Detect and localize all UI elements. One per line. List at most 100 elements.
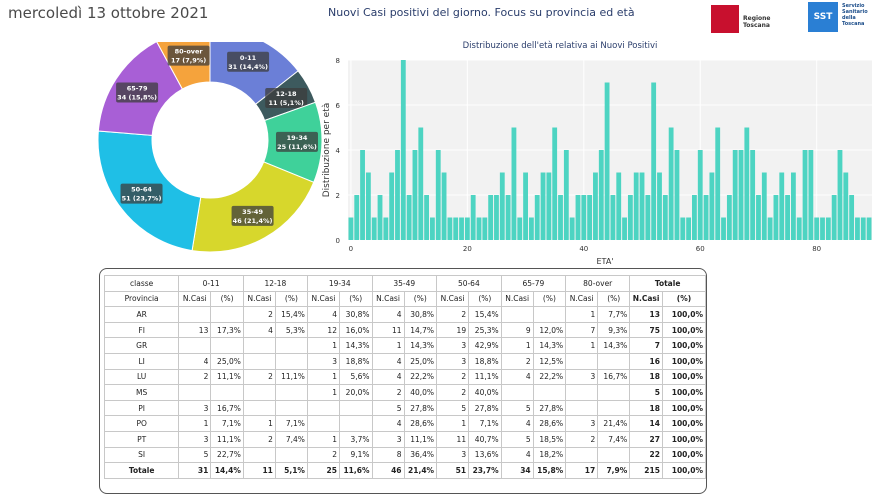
value-cell: 15,8% [532,462,567,479]
age-bar [441,172,447,240]
value-cell: 3 [178,430,212,448]
age-distribution-bar-chart: Distribuzione dell'età relativa ai Nuovi… [322,41,872,266]
age-bar [389,172,395,240]
age-bar [418,127,424,240]
value-cell [532,384,567,401]
column-header: (%) [468,290,502,308]
x-tick-label: 80 [812,245,821,253]
value-cell: 22 [629,446,663,464]
value-cell: 4 [371,306,405,323]
value-cell: 5 [500,430,534,448]
value-cell: 13 [178,321,212,339]
age-bar [808,150,814,240]
age-bar [534,195,540,240]
value-cell [274,384,308,401]
age-bar [424,195,430,240]
column-header: Provincia [103,290,180,308]
svg-text:17 (7,9%): 17 (7,9%) [171,57,206,65]
value-cell: 1 [306,384,340,401]
column-header: (%) [274,290,308,308]
age-bar [517,217,523,240]
age-bar [499,172,505,240]
value-cell: 3 [565,368,599,386]
value-cell: 18,8% [468,352,502,370]
bar-chart-title: Distribuzione dell'età relativa ai Nuovi… [463,41,658,51]
value-cell: 51 [436,462,470,479]
y-axis-label: Distribuzione per età [322,103,332,198]
column-group-header: 0-11 [178,275,244,292]
value-cell: 11 [371,321,405,339]
table-row: FI 13 17,3% 4 5,3% 12 16,0% 11 14,7% 19 25,3% 9 12,0… [103,321,706,339]
table-row: PI 3 16,7% 5 27,8% 5 27,8% 5 27,8% 18 100,0% [103,399,706,417]
value-cell [178,337,212,354]
age-bar [610,195,616,240]
value-cell: 14 [629,415,663,432]
value-cell: 3 [436,352,470,370]
value-cell: 100,0% [661,306,706,323]
age-bar [593,172,598,240]
value-cell: 7,4% [274,430,308,448]
value-cell: 5 [371,399,405,417]
y-tick-label: 8 [336,57,340,65]
age-bar [540,172,546,240]
age-bar [400,60,406,240]
column-header: N.Casi [629,290,663,308]
column-group-header: 50-64 [436,275,502,292]
value-cell: 40,0% [468,384,502,401]
column-header: N.Casi [500,290,534,308]
value-cell: 2 [242,430,276,448]
age-bar [761,172,767,240]
value-cell [565,399,599,417]
column-header: N.Casi [565,290,599,308]
value-cell: 7,7% [597,306,631,323]
value-cell: 4 [306,306,340,323]
table-row: PO 1 7,1% 1 7,1% 4 28,6% 1 7,1% 4 28,6% 3 21,4% 14 100… [103,415,706,432]
age-bar [680,217,686,240]
value-cell: 17 [565,462,599,479]
value-cell: 7,4% [597,430,631,448]
svg-text:12-18: 12-18 [276,90,297,98]
value-cell: 16 [629,352,663,370]
value-cell: 14,3% [597,337,631,354]
age-bar [528,217,534,240]
value-cell: 14,3% [338,337,373,354]
value-cell: 4 [371,368,405,386]
x-axis-label: ETA' [597,257,614,266]
age-bar [598,150,604,240]
value-cell: 11 [242,462,276,479]
age-bar [750,150,756,240]
age-bar [709,172,715,240]
column-group-header: 12-18 [242,275,308,292]
value-cell: 21,4% [403,462,438,479]
value-cell: 100,0% [661,321,706,339]
value-cell: 13 [629,306,663,323]
column-header: (%) [532,290,567,308]
age-bar [825,217,831,240]
value-cell: 1 [436,415,470,432]
value-cell: 23,7% [468,462,502,479]
table-row: GR 1 14,3% 1 14,3% 3 42,9% 1 14,3% 1 14,3% 7 100,0% [103,337,706,354]
age-bar [604,82,610,240]
value-cell: 100,0% [661,415,706,432]
age-bar [395,150,400,240]
value-cell: 3,7% [338,430,373,448]
value-cell: 21,4% [597,415,631,432]
age-bar [662,195,668,240]
sst-mark: SST [808,2,838,32]
age-bar [837,150,843,240]
page-title: Nuovi Casi positivi del giorno. Focus su… [328,6,635,19]
value-cell: 4 [500,415,534,432]
report-date: mercoledì 13 ottobre 2021 [8,4,209,22]
value-cell: 100,0% [661,446,706,464]
value-cell [597,399,631,417]
age-bar [627,195,633,240]
value-cell [242,352,276,370]
value-cell: 2 [436,368,470,386]
value-cell: 3 [565,415,599,432]
value-cell [597,384,631,401]
province-cell: PT [103,430,180,448]
value-cell: 8 [371,446,405,464]
value-cell: 7 [629,337,663,354]
svg-text:50-64: 50-64 [131,186,152,194]
